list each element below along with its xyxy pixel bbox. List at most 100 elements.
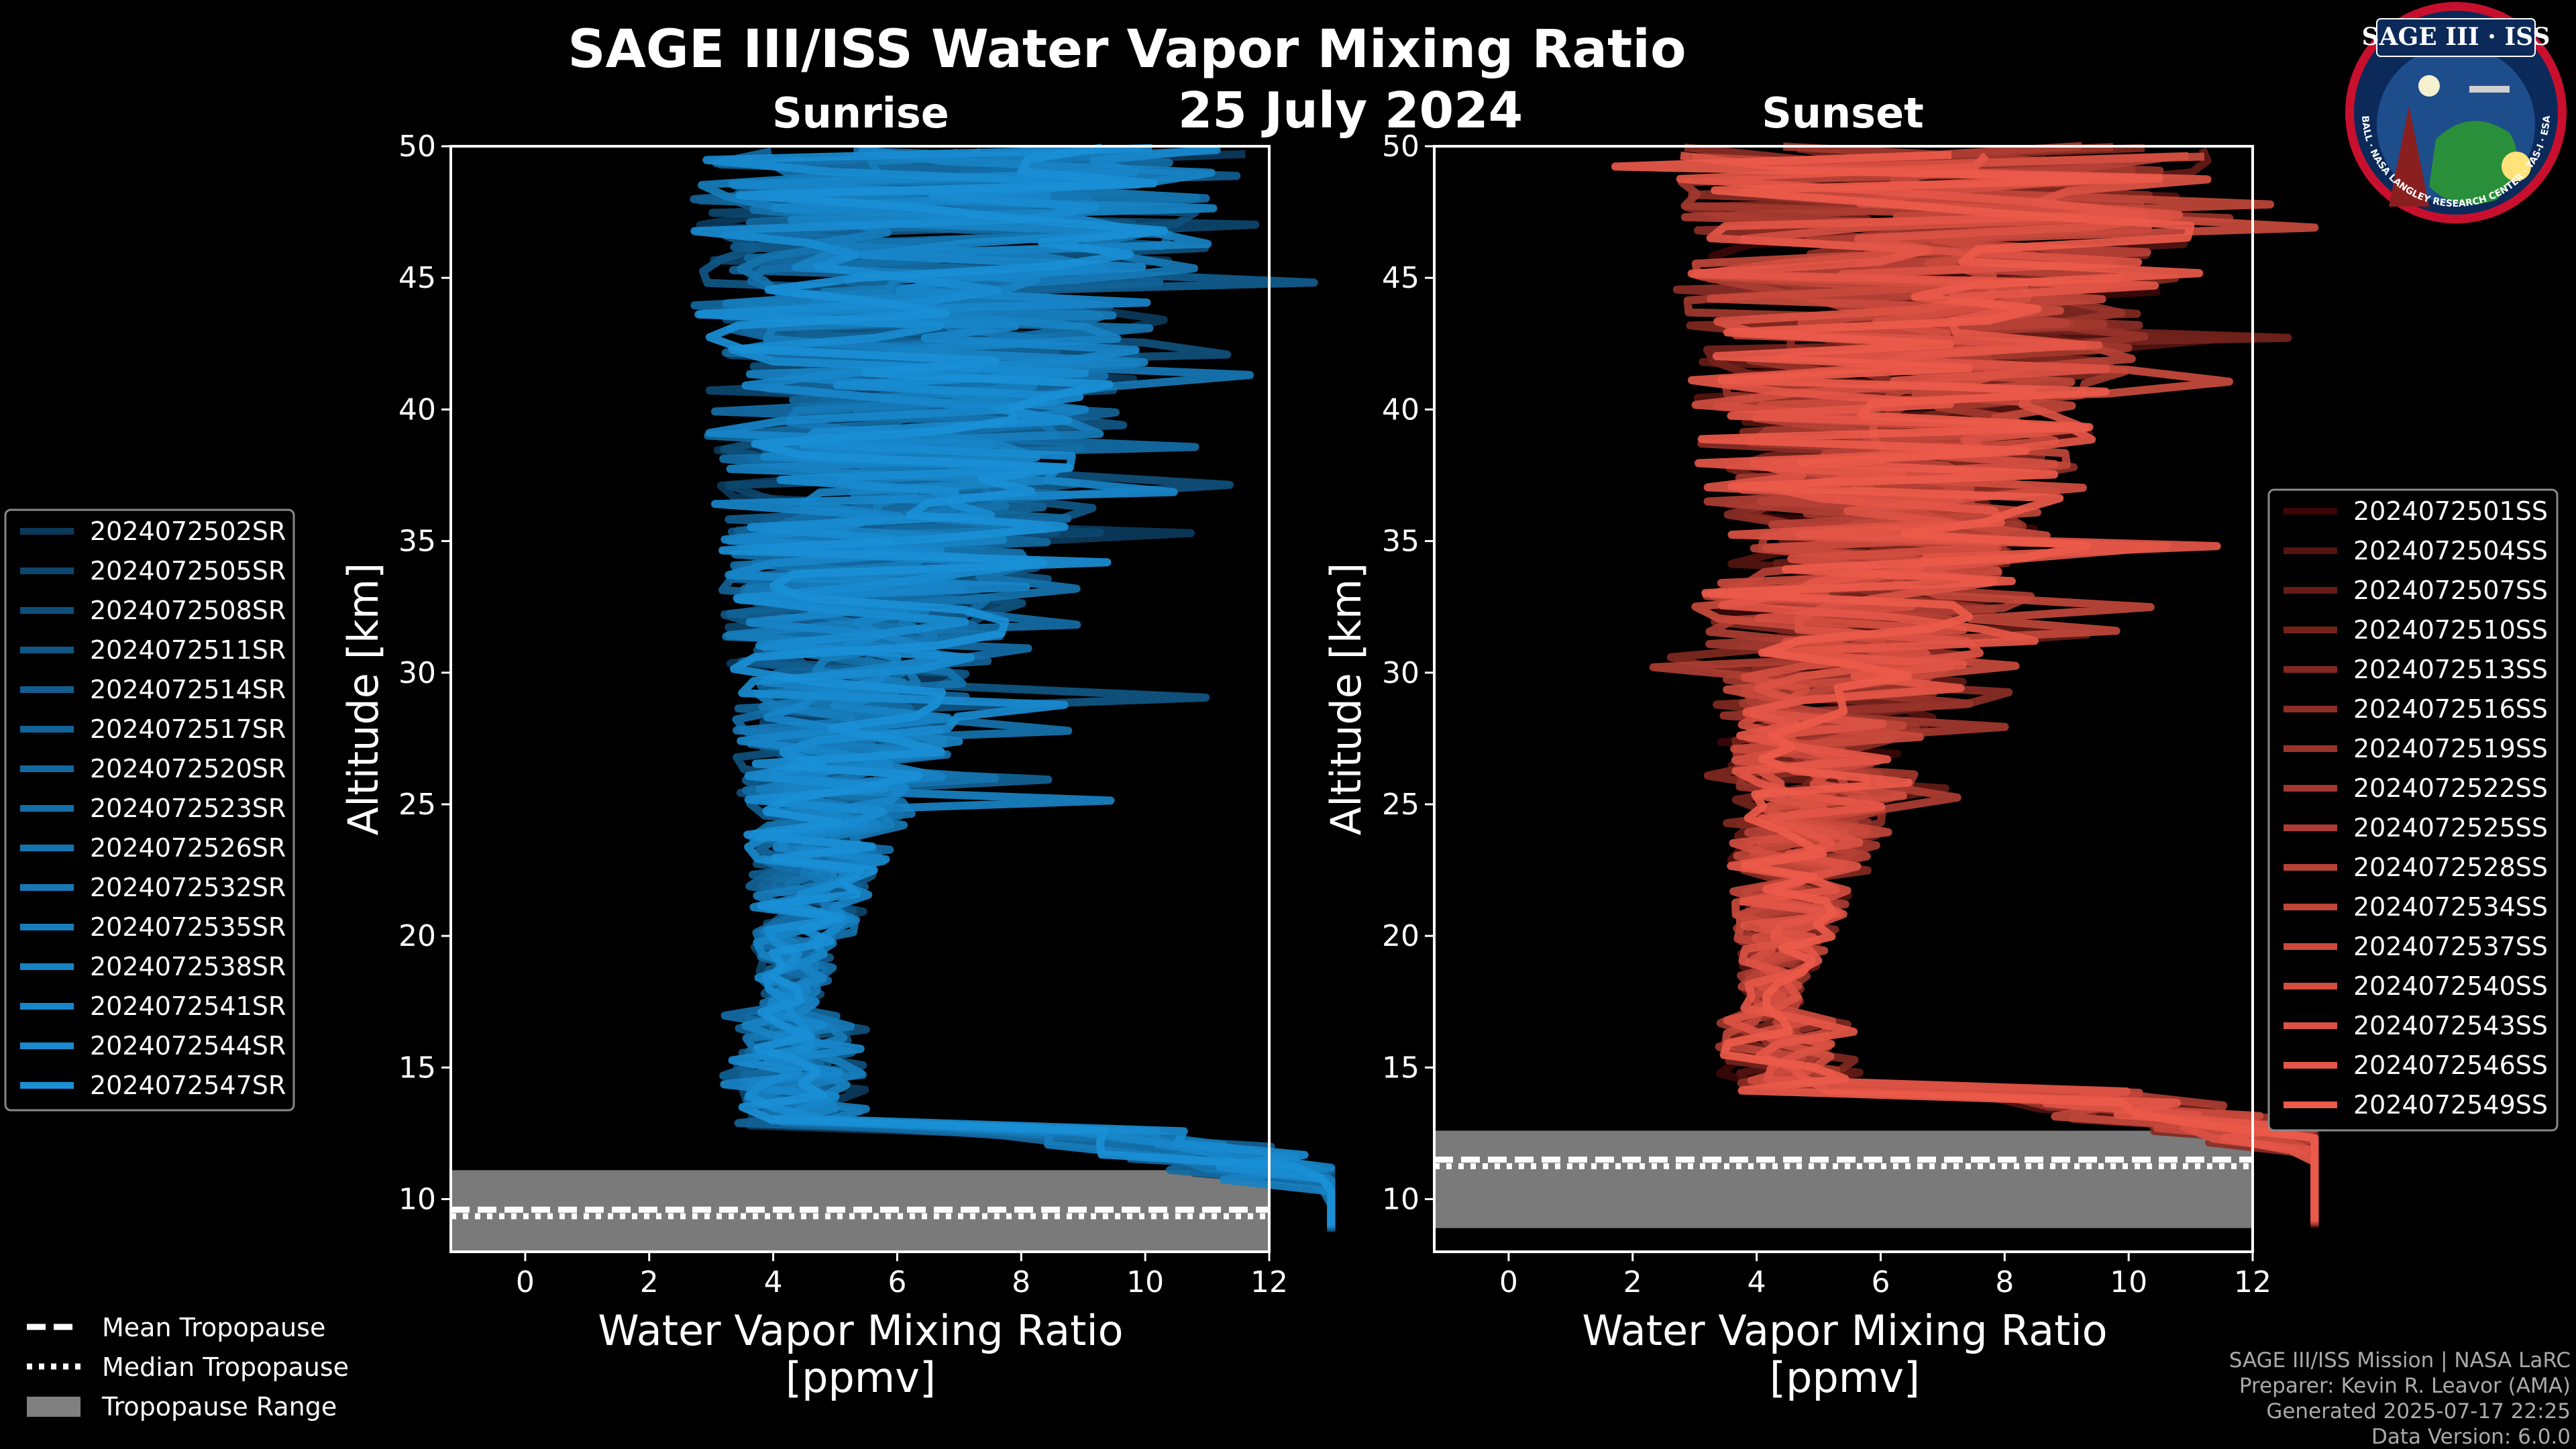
credit-mission: SAGE III/ISS Mission | NASA LaRC — [2229, 1348, 2571, 1373]
credit-generated: Generated 2025-07-17 22:25 — [2266, 1399, 2571, 1424]
sunrise-xlabel: Water Vapor Mixing Ratio — [598, 1306, 1123, 1355]
tropopause-range-swatch — [27, 1397, 80, 1417]
sunrise-ytick-label: 15 — [398, 1051, 436, 1085]
sunset-tropopause-range — [1434, 1130, 2253, 1228]
profile-2024072544SR — [690, 144, 1336, 1226]
legend-label-2024072538SR: 2024072538SR — [90, 952, 286, 981]
legend-label-2024072549SS: 2024072549SS — [2353, 1090, 2548, 1120]
profile-2024072549SS — [1611, 150, 2319, 1221]
legend-label-2024072520SR: 2024072520SR — [90, 754, 286, 784]
sunset-ytick-label: 25 — [1382, 788, 1419, 822]
sunset-ytick-label: 45 — [1382, 261, 1419, 295]
legend-label-2024072534SS: 2024072534SS — [2353, 892, 2548, 922]
legend-label-2024072507SS: 2024072507SS — [2353, 576, 2548, 605]
sunset-legend: 2024072501SS 2024072504SS 2024072507SS 2024… — [2267, 488, 2559, 1132]
legend-label-2024072502SR: 2024072502SR — [90, 517, 286, 546]
sunset-ytick-label: 40 — [1382, 392, 1419, 427]
sunset-ytick-label: 50 — [1382, 129, 1419, 164]
legend-label-2024072543SS: 2024072543SS — [2353, 1011, 2548, 1040]
sunset-ytick-label: 35 — [1382, 525, 1419, 559]
legend-label-2024072513SS: 2024072513SS — [2353, 655, 2548, 684]
sunrise-ytick-label: 40 — [398, 392, 436, 427]
logo-earth-icon — [2429, 121, 2518, 205]
sunset-panel: 0 2 4 6 8 10 12 10 15 20 25 30 35 40 45 50 Altitude [km… — [1322, 129, 2319, 1402]
sunset-xtick-label: 8 — [1995, 1265, 2014, 1299]
legend-label-2024072528SS: 2024072528SS — [2353, 853, 2548, 882]
legend-label-2024072519SS: 2024072519SS — [2353, 734, 2548, 763]
credit-preparer: Preparer: Kevin R. Leavor (AMA) — [2239, 1374, 2571, 1398]
sunrise-xtick-label: 4 — [764, 1265, 783, 1299]
sunset-ytick-label: 15 — [1382, 1051, 1419, 1085]
legend-label-2024072510SS: 2024072510SS — [2353, 615, 2548, 645]
legend-label-2024072540SS: 2024072540SS — [2353, 971, 2548, 1001]
median-tropopause-label: Median Tropopause — [102, 1352, 349, 1382]
sunset-xtick-label: 4 — [1748, 1265, 1766, 1299]
legend-label-2024072546SS: 2024072546SS — [2353, 1051, 2548, 1080]
legend-label-2024072535SR: 2024072535SR — [90, 912, 286, 942]
sunrise-panel: 0 2 4 6 8 10 12 10 15 20 25 30 35 40 45 50 Altitude [km… — [339, 129, 1336, 1402]
sunrise-xtick-label: 8 — [1012, 1265, 1030, 1299]
sunset-xtick-label: 12 — [2234, 1265, 2271, 1299]
sunrise-legend-box — [4, 508, 295, 1112]
sunrise-ytick-label: 45 — [398, 261, 436, 295]
sunrise-xtick-label: 6 — [888, 1265, 906, 1299]
legend-label-2024072532SR: 2024072532SR — [90, 873, 286, 902]
sunrise-profiles — [690, 144, 1336, 1232]
mean-tropopause-label: Mean Tropopause — [102, 1313, 325, 1342]
sunrise-xunit: [ppmv] — [786, 1353, 936, 1402]
legend-label-2024072501SS: 2024072501SS — [2353, 496, 2548, 526]
profile-2024072546SS — [1676, 152, 2319, 1222]
sunrise-ytick-label: 10 — [398, 1183, 436, 1217]
legend-label-2024072516SS: 2024072516SS — [2353, 694, 2548, 724]
sunset-plot-frame — [1433, 145, 2254, 1253]
sunset-xlabel: Water Vapor Mixing Ratio — [1582, 1306, 2107, 1355]
legend-label-2024072544SR: 2024072544SR — [90, 1031, 286, 1061]
sunrise-ytick-label: 20 — [398, 919, 436, 953]
sunrise-legend: 2024072502SR 2024072505SR 2024072508SR 2024… — [4, 508, 295, 1112]
sunset-xtick-label: 10 — [2110, 1265, 2147, 1299]
sunrise-xtick-label: 0 — [516, 1265, 535, 1299]
legend-label-2024072511SR: 2024072511SR — [90, 635, 286, 665]
sunset-legend-box — [2267, 488, 2559, 1132]
legend-label-2024072525SS: 2024072525SS — [2353, 813, 2548, 843]
sunset-profiles — [1611, 142, 2319, 1228]
legend-label-2024072537SS: 2024072537SS — [2353, 932, 2548, 961]
chart-date: 25 July 2024 — [1178, 82, 1523, 140]
profile-2024072547SR — [705, 144, 1336, 1226]
sunset-subtitle: Sunset — [1762, 89, 1924, 138]
credits: SAGE III/ISS Mission | NASA LaRC Prepare… — [2229, 1348, 2571, 1449]
tropopause-legend: Mean Tropopause Median Tropopause Tropop… — [27, 1313, 349, 1421]
sunrise-xtick-label: 12 — [1250, 1265, 1288, 1299]
sunset-tropopause-lines — [1434, 1157, 2253, 1169]
sunset-ytick-label: 20 — [1382, 919, 1419, 953]
sunrise-subtitle: Sunrise — [772, 89, 949, 138]
legend-label-2024072508SR: 2024072508SR — [90, 596, 286, 625]
sunrise-ylabel: Altitude [km] — [339, 563, 388, 836]
sunrise-ytick-label: 35 — [398, 525, 436, 559]
sage-iii-iss-logo: SAGE III · ISS BALL · NASA LANGLEY RESEA… — [2345, 2, 2567, 223]
legend-label-2024072505SR: 2024072505SR — [90, 556, 286, 586]
legend-label-2024072523SR: 2024072523SR — [90, 794, 286, 823]
sunrise-ytick-label: 25 — [398, 788, 436, 822]
sunset-xtick-label: 2 — [1623, 1265, 1642, 1299]
legend-label-2024072547SR: 2024072547SR — [90, 1071, 286, 1100]
sunset-ytick-label: 30 — [1382, 656, 1419, 690]
sunrise-tropopause-lines — [451, 1206, 1269, 1220]
sunset-ticks: 0 2 4 6 8 10 12 10 15 20 25 30 35 40 45 50 — [1382, 129, 2271, 1299]
legend-label-2024072522SS: 2024072522SS — [2353, 773, 2548, 803]
logo-sun-icon — [2502, 152, 2531, 181]
sunrise-xtick-label: 2 — [640, 1265, 659, 1299]
chart-title: SAGE III/ISS Water Vapor Mixing Ratio — [568, 19, 1686, 80]
logo-moon-icon — [2418, 75, 2440, 97]
sunset-xunit: [ppmv] — [1770, 1353, 1920, 1402]
sunrise-ticks: 0 2 4 6 8 10 12 10 15 20 25 30 35 40 45 50 — [398, 129, 1288, 1299]
sunset-xtick-label: 6 — [1871, 1265, 1890, 1299]
sunrise-xtick-label: 10 — [1126, 1265, 1164, 1299]
legend-label-2024072514SR: 2024072514SR — [90, 675, 286, 704]
sunset-ytick-label: 10 — [1382, 1183, 1419, 1217]
sunset-xtick-label: 0 — [1499, 1265, 1518, 1299]
logo-iss-icon — [2469, 86, 2510, 93]
credit-version: Data Version: 6.0.0 — [2371, 1425, 2571, 1449]
sunrise-ytick-label: 50 — [398, 129, 436, 164]
